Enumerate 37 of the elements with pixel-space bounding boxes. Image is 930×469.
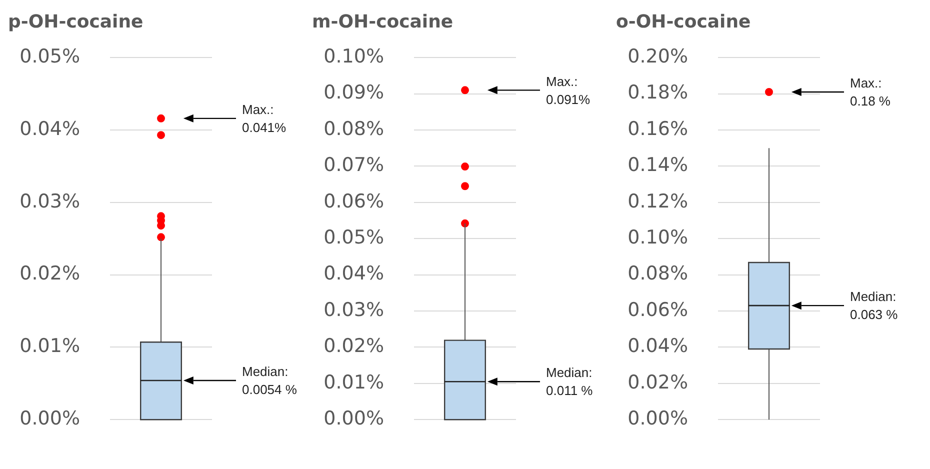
y-tick-label: 0.09% — [324, 82, 384, 104]
y-tick-label: 0.00% — [628, 408, 688, 430]
text: Median: 0.063 % — [850, 289, 898, 322]
y-tick-label: 0.14% — [628, 154, 688, 176]
y-tick-label: 0.04% — [628, 335, 688, 358]
text: Max.: 0.041% — [242, 102, 287, 135]
y-tick-label: 0.06% — [324, 190, 384, 212]
y-tick-label: 0.01% — [20, 335, 80, 358]
y-tick-label: 0.08% — [628, 262, 688, 285]
chart-title: m-OH-cocaine — [312, 11, 454, 32]
y-tick-label: 0.06% — [628, 298, 688, 321]
y-tick-label: 0.12% — [628, 190, 688, 212]
chart-title: p-OH-cocaine — [8, 11, 144, 32]
y-tick-label: 0.18% — [628, 82, 688, 104]
y-tick-label: 0.05% — [20, 46, 80, 68]
y-tick-label: 0.16% — [628, 118, 688, 140]
y-tick-label: 0.10% — [628, 226, 688, 249]
y-tick-label: 0.02% — [628, 371, 688, 394]
y-tick-label: 0.02% — [20, 262, 80, 285]
y-tick-label: 0.05% — [324, 226, 384, 249]
y-tick-label: 0.10% — [324, 46, 384, 68]
text: Median: 0.011 % — [546, 365, 594, 398]
y-tick-label: 0.08% — [324, 118, 384, 140]
chart-title: o-OH-cocaine — [616, 11, 751, 32]
y-tick-label: 0.00% — [324, 408, 384, 430]
y-tick-label: 0.03% — [324, 298, 384, 321]
text: Max.: 0.18 % — [850, 76, 891, 109]
y-tick-label: 0.00% — [20, 408, 80, 430]
y-tick-label: 0.04% — [324, 262, 384, 285]
text: Max.: 0.091% — [546, 74, 591, 107]
y-tick-label: 0.20% — [628, 46, 688, 68]
y-tick-label: 0.02% — [324, 335, 384, 358]
y-tick-label: 0.07% — [324, 154, 384, 176]
y-tick-label: 0.01% — [324, 371, 384, 394]
text: Median: 0.0054 % — [242, 364, 298, 398]
y-tick-label: 0.04% — [20, 118, 80, 140]
y-tick-label: 0.03% — [20, 190, 80, 212]
